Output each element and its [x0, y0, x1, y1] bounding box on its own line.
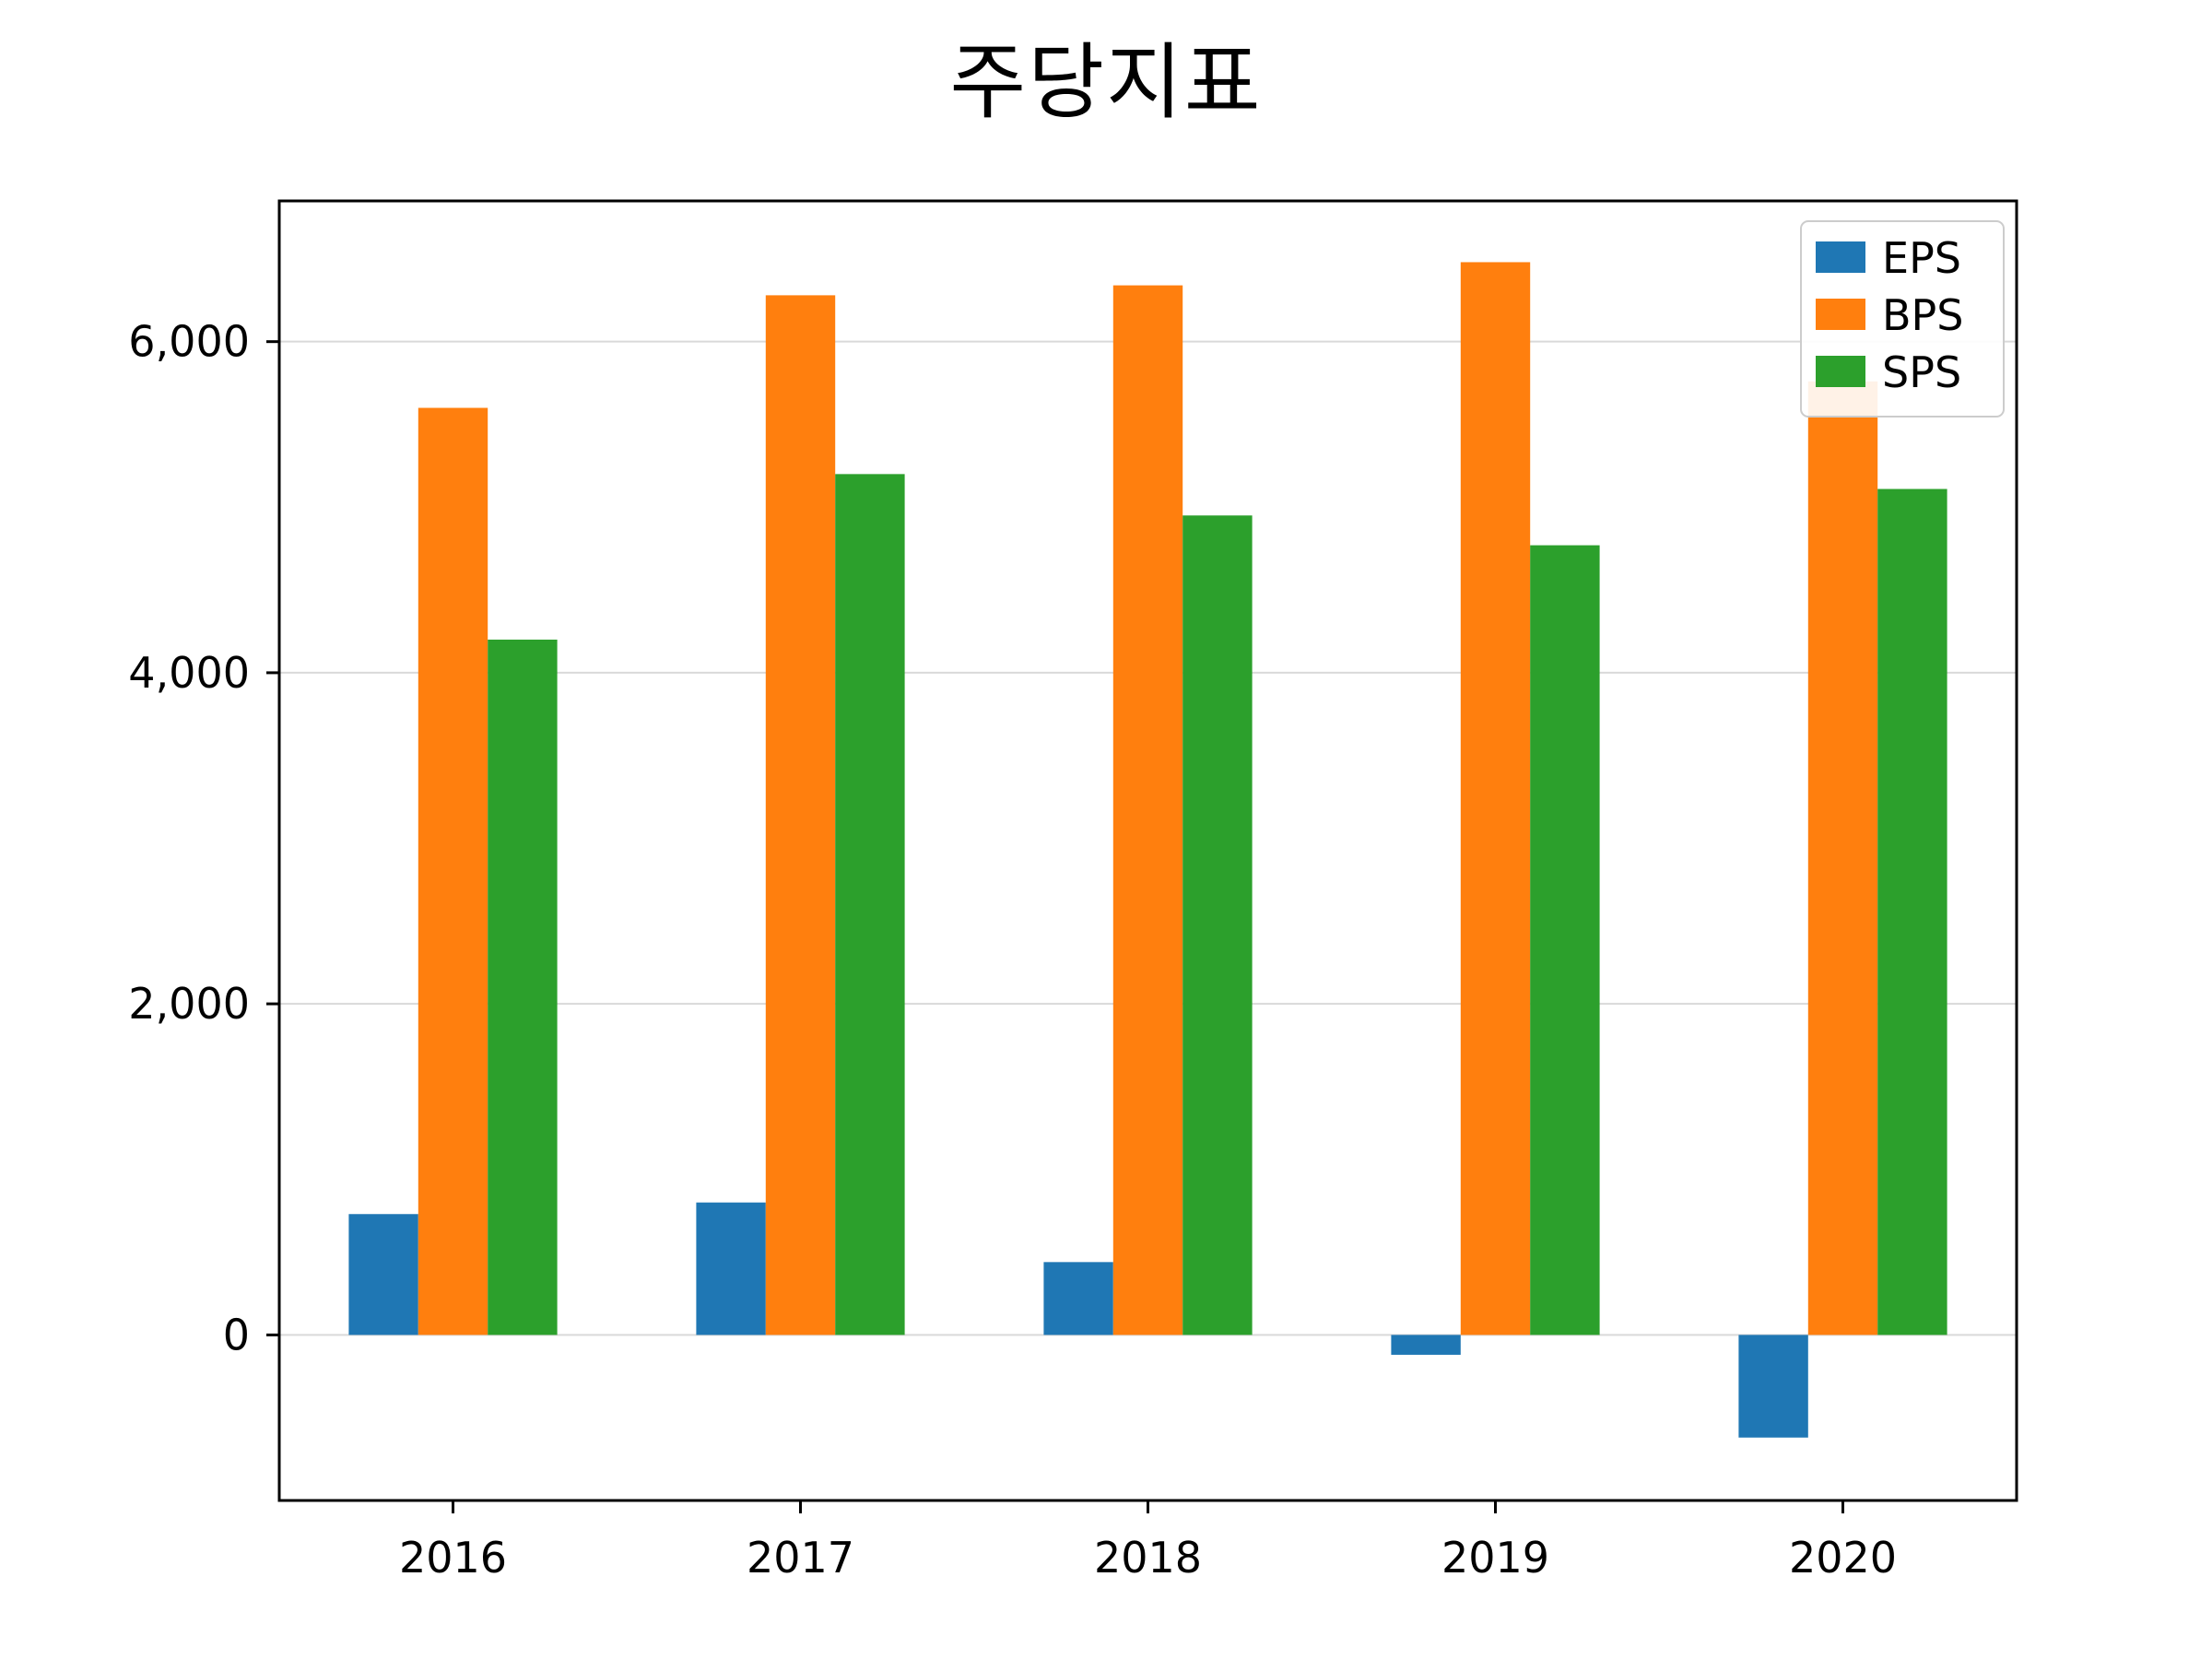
- bar-BPS-2019: [1460, 262, 1531, 1335]
- bar-SPS-2017: [835, 474, 905, 1335]
- legend-swatch-SPS: [1816, 356, 1865, 387]
- legend-swatch-BPS: [1816, 299, 1865, 330]
- legend-swatch-EPS: [1816, 241, 1865, 273]
- legend-label-BPS: BPS: [1882, 290, 1964, 340]
- y-tick-label: 6,000: [128, 317, 250, 367]
- x-tick-label: 2017: [747, 1533, 854, 1583]
- y-tick-label: 2,000: [128, 979, 250, 1029]
- bar-SPS-2016: [488, 639, 558, 1335]
- bar-SPS-2020: [1877, 488, 1947, 1335]
- y-tick-label: 4,000: [128, 648, 250, 698]
- bar-BPS-2018: [1112, 285, 1183, 1335]
- x-tick-label: 2019: [1441, 1533, 1549, 1583]
- y-tick-label: 0: [223, 1310, 250, 1359]
- bar-SPS-2019: [1530, 545, 1600, 1335]
- chart-title: 주당지표: [949, 34, 1263, 131]
- bar-EPS-2018: [1043, 1262, 1113, 1335]
- bar-EPS-2020: [1738, 1335, 1808, 1438]
- bar-EPS-2019: [1391, 1335, 1461, 1355]
- x-tick-label: 2016: [399, 1533, 507, 1583]
- x-tick-label: 2020: [1789, 1533, 1897, 1583]
- bar-BPS-2016: [418, 407, 488, 1335]
- x-tick-label: 2018: [1094, 1533, 1202, 1583]
- bar-BPS-2020: [1807, 381, 1878, 1335]
- bar-EPS-2016: [348, 1214, 418, 1335]
- bar-EPS-2017: [696, 1202, 766, 1335]
- legend-label-EPS: EPS: [1882, 233, 1961, 283]
- bar-BPS-2017: [765, 295, 836, 1335]
- legend-label-SPS: SPS: [1882, 347, 1961, 397]
- bar-SPS-2018: [1182, 515, 1253, 1335]
